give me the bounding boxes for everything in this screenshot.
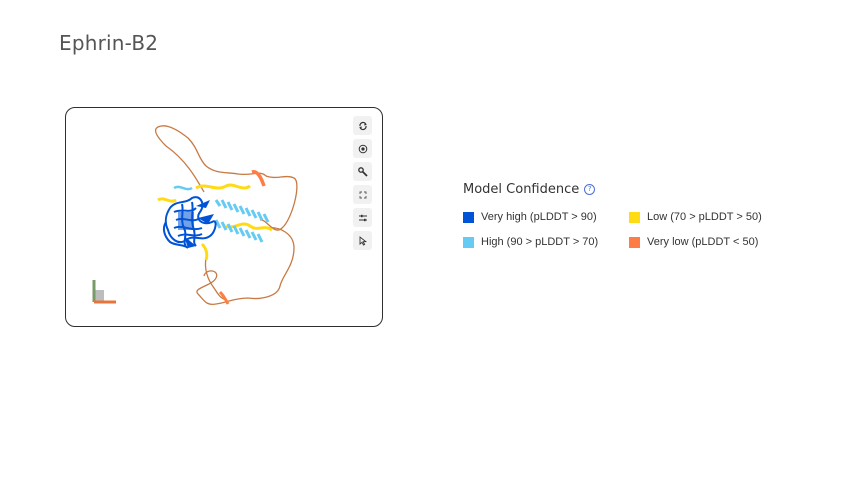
high-swatch (463, 236, 474, 248)
legend-item-very-high: Very high (pLDDT > 90) (463, 211, 629, 223)
very-high-strand-arrow (184, 200, 214, 248)
legend-label: High (90 > pLDDT > 70) (481, 236, 599, 248)
high-helix (214, 199, 270, 223)
page-title: Ephrin-B2 (59, 31, 159, 55)
high-helix-2 (214, 219, 264, 243)
protein-structure-render[interactable] (66, 108, 382, 326)
axes-orientation-icon (92, 280, 116, 304)
select-mode-button[interactable] (353, 231, 372, 250)
structure-viewer[interactable] (65, 107, 383, 327)
cursor-select-icon (359, 235, 367, 246)
focus-button[interactable] (353, 139, 372, 158)
fullscreen-button[interactable] (353, 185, 372, 204)
legend-items: Very high (pLDDT > 90) Low (70 > pLDDT >… (463, 211, 779, 248)
wrench-icon (357, 166, 368, 177)
legend-label: Low (70 > pLDDT > 50) (647, 211, 762, 223)
viewer-toolbar (353, 116, 372, 250)
very-low-swatch (629, 236, 640, 248)
settings-button[interactable] (353, 208, 372, 227)
legend-label: Very low (pLDDT < 50) (647, 236, 759, 248)
disordered-loop (154, 125, 298, 231)
disordered-loop-lower (196, 227, 295, 306)
reset-view-icon (358, 121, 367, 130)
legend-label: Very high (pLDDT > 90) (481, 211, 597, 223)
settings-sliders-icon (358, 214, 367, 221)
fullscreen-icon (359, 191, 366, 198)
very-high-swatch (463, 211, 474, 223)
low-helix-4 (200, 242, 209, 261)
model-confidence-legend: Model Confidence ? Very high (pLDDT > 90… (463, 182, 779, 248)
help-icon[interactable]: ? (584, 184, 596, 195)
legend-title-row: Model Confidence ? (463, 182, 779, 197)
focus-icon (358, 144, 367, 153)
reset-view-button[interactable] (353, 116, 372, 135)
low-helix-3 (157, 197, 177, 203)
legend-item-low: Low (70 > pLDDT > 50) (629, 211, 779, 223)
very-high-core-fill (178, 212, 194, 230)
low-helix (195, 183, 251, 190)
legend-title: Model Confidence (463, 182, 580, 197)
low-swatch (629, 211, 640, 223)
very-high-core (162, 196, 217, 249)
very-low-segment (251, 170, 266, 187)
high-segment (173, 185, 193, 191)
legend-item-high: High (90 > pLDDT > 70) (463, 236, 629, 248)
disordered-loop-tail (204, 257, 227, 301)
legend-item-very-low: Very low (pLDDT < 50) (629, 236, 779, 248)
wrench-button[interactable] (353, 162, 372, 181)
very-low-segment-2 (218, 290, 230, 305)
